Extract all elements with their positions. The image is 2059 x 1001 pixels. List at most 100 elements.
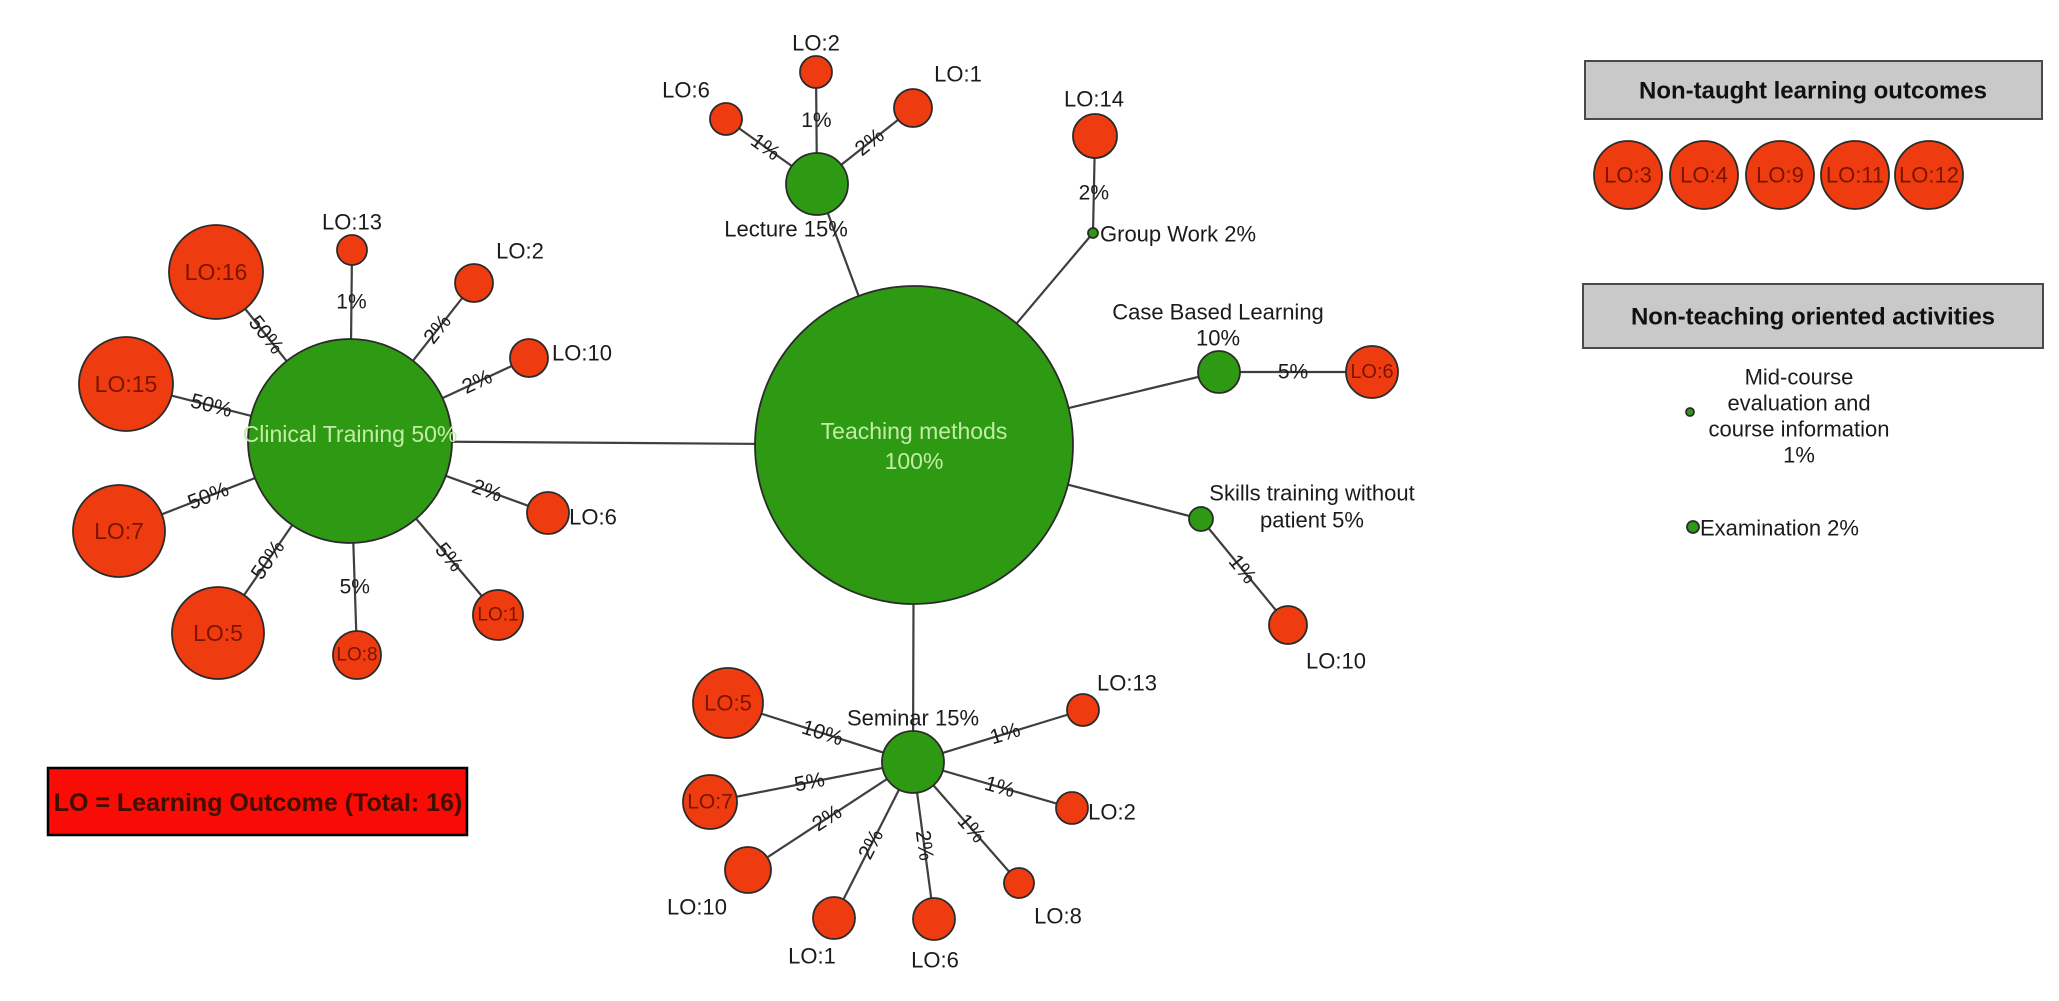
label-cl-lo5: LO:5 [193,620,243,646]
node-cl-lo16 [168,224,264,320]
non-taught-circle-4 [1820,140,1890,210]
legend-text: LO = Learning Outcome (Total: 16) [54,789,463,817]
label-groupwork: Group Work 2% [1100,222,1256,247]
non-taught-circle-5 [1894,140,1964,210]
node-sem-lo10 [724,846,772,894]
non-taught-circle-label-5: LO:12 [1899,163,1959,188]
node-clinical [247,338,453,544]
pct-clinical-cl-lo2: 2% [419,310,456,348]
node-teaching [754,285,1074,605]
activity-text-1: course information [1709,417,1890,442]
edge-skills-sk-lo10 [1200,518,1289,626]
pct-seminar-sem-lo10: 2% [808,800,846,836]
node-gw-lo14 [1072,113,1118,159]
edge-seminar-sem-lo7 [709,760,914,804]
node-lecture [785,152,849,216]
pct-seminar-sem-lo1: 2% [854,826,888,863]
label-cl-lo15: LO:15 [95,371,158,397]
pct-clinical-cl-lo10: 2% [459,365,496,399]
node-groupwork [1087,227,1099,239]
node-cl-lo10 [509,338,549,378]
label-cl-lo8: LO:8 [336,645,377,666]
node-cl-lo1 [472,589,524,641]
label-sem-lo2: LO:2 [1088,800,1136,825]
label-sem-lo13: LO:13 [1097,671,1157,696]
node-sem-lo6 [912,897,956,941]
label-gw-lo14: LO:14 [1064,87,1124,112]
node-skills [1188,506,1214,532]
activity-dot-2 [1686,520,1700,534]
node-cl-lo15 [78,336,174,432]
label-teaching: 100% [885,448,944,474]
activity-text-1: Mid-course [1745,365,1854,390]
label-lecture: Lecture 15% [724,217,848,242]
node-cbl [1197,350,1241,394]
label-clinical: Clinical Training 50% [243,421,458,447]
node-cl-lo2 [454,263,494,303]
label-lec-lo2: LO:2 [792,31,840,56]
label-skills: Skills training without [1209,481,1414,506]
pct-lecture-lec-lo6: 1% [746,129,784,165]
node-cbl-lo6 [1345,345,1399,399]
non-taught-panel-title: Non-taught learning outcomes [1639,78,1987,105]
label-cl-lo13: LO:13 [322,210,382,235]
label-cl-lo16: LO:16 [185,259,248,285]
node-lec-lo1 [893,88,933,128]
node-sem-lo7 [682,774,738,830]
node-layer [72,55,1964,941]
non-taught-circle-label-4: LO:11 [1826,163,1884,188]
pct-clinical-cl-lo13: 1% [336,291,366,314]
label-cl-lo7: LO:7 [94,518,144,544]
node-sem-lo1 [812,896,856,940]
label-lec-lo6: LO:6 [662,78,710,103]
pct-clinical-cl-lo6: 2% [469,475,505,507]
node-sk-lo10 [1268,605,1308,645]
activity-text-1: evaluation and [1727,391,1870,416]
label-cbl: 10% [1196,326,1240,351]
non-taught-circle-label-3: LO:9 [1756,163,1804,188]
label-cl-lo2: LO:2 [496,239,544,264]
node-lec-lo2 [799,55,833,89]
non-teaching-panel: Non-teaching oriented activities [1582,283,2044,349]
label-sk-lo10: LO:10 [1306,649,1366,674]
non-taught-panel: Non-taught learning outcomes [1584,60,2043,120]
non-taught-circle-3 [1745,140,1815,210]
pct-lecture-lec-lo1: 2% [851,124,889,161]
non-taught-circle-label-1: LO:3 [1604,163,1652,188]
pct-lecture-lec-lo2: 1% [801,109,831,132]
activity-text-2: Examination 2% [1700,516,1859,541]
label-seminar: Seminar 15% [847,706,979,731]
node-sem-lo5 [692,667,764,739]
label-sem-lo10: LO:10 [667,895,727,920]
non-taught-circle-1 [1593,140,1663,210]
edge-seminar-sem-lo10 [747,761,914,871]
pct-seminar-sem-lo7: 5% [792,768,826,796]
label-sem-lo7: LO:7 [687,791,733,814]
pct-clinical-cl-lo5: 50% [247,536,290,584]
node-sem-lo2 [1055,791,1089,825]
node-cl-lo7 [72,484,166,578]
node-cl-lo8 [332,630,382,680]
activity-text-1: 1% [1783,443,1815,468]
pct-groupwork-gw-lo14: 2% [1079,181,1109,204]
label-cl-lo6: LO:6 [569,505,617,530]
node-cl-lo13 [336,234,368,266]
pct-clinical-cl-lo16: 50% [244,311,288,358]
pct-cbl-cbl-lo6: 5% [1278,361,1308,384]
activity-dot-1 [1685,407,1695,417]
label-sem-lo1: LO:1 [788,944,836,969]
label-sem-lo6: LO:6 [911,948,959,973]
label-skills: patient 5% [1260,508,1364,533]
node-sem-lo13 [1066,693,1100,727]
pct-skills-sk-lo10: 1% [1224,550,1261,588]
non-taught-panel-box [1584,60,2043,120]
pct-seminar-sem-lo5: 10% [799,716,846,751]
label-cbl: Case Based Learning [1112,300,1324,325]
node-seminar [881,730,945,794]
label-cl-lo1: LO:1 [477,605,518,626]
pct-clinical-cl-lo8: 5% [340,575,370,598]
label-layer: 1%1%2%2%5%1%50%1%2%2%2%5%5%50%50%50%10%5… [94,31,1959,973]
